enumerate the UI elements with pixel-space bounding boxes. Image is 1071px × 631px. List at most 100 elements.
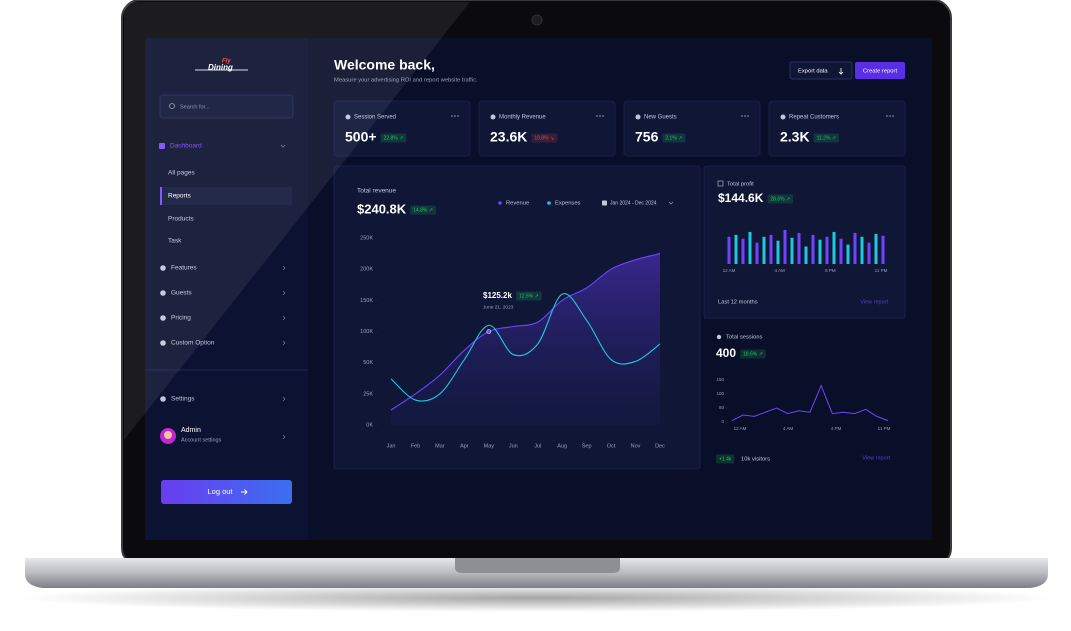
badge-text: 12.5% ↗: [519, 293, 539, 299]
nav-item[interactable]: Settings: [171, 396, 195, 403]
card: [768, 100, 906, 157]
nav-subitem[interactable]: All pages: [168, 170, 195, 177]
card-footer: 10k visitors: [741, 457, 770, 463]
x-tick-label: Dec: [655, 443, 665, 449]
nav-subitem[interactable]: Task: [168, 238, 182, 245]
more-dot: [886, 115, 888, 117]
page-subtitle: Measure your advertising ROI and report …: [334, 78, 478, 84]
x-tick-label: Apr: [460, 443, 469, 449]
bar: [881, 235, 885, 264]
area-fill: [391, 253, 660, 425]
stat-label: Monthly Revenue: [499, 115, 546, 121]
x-tick-label: 4 AM: [783, 426, 794, 431]
stat-value: 23.6K: [490, 129, 527, 145]
more-dot: [889, 115, 891, 117]
x-tick-label: Aug: [557, 443, 567, 449]
nav-icon: [160, 340, 166, 346]
create-button[interactable]: [855, 62, 905, 79]
date-range[interactable]: Jan 2024 - Dec 2024: [610, 200, 657, 206]
badge-text: 10.8% ↘: [534, 135, 554, 141]
export-label[interactable]: Export data: [798, 69, 828, 75]
more-dot: [454, 115, 456, 117]
bar: [727, 236, 731, 264]
calendar-icon: [602, 200, 607, 206]
nav-item[interactable]: Guests: [171, 290, 192, 297]
chart-icon: [717, 180, 724, 187]
stat-icon: [780, 114, 786, 120]
chevron: [282, 265, 286, 271]
bar: [762, 236, 766, 264]
bar: [734, 234, 738, 264]
logout-button[interactable]: [161, 480, 292, 504]
x-tick-label: Sep: [582, 443, 592, 449]
bar: [811, 234, 815, 264]
x-tick-label: 12 AM: [734, 426, 747, 431]
y-tick-label: 100K: [360, 329, 373, 335]
nav-item[interactable]: Features: [171, 265, 197, 272]
base-notch: [455, 558, 620, 573]
search-placeholder[interactable]: Search for...: [180, 104, 210, 110]
y-tick-label: 50: [719, 405, 725, 410]
more-dot: [451, 115, 453, 117]
tooltip-date: June 21, 2023: [483, 304, 514, 310]
card: [333, 100, 471, 157]
arrow-icon: [838, 68, 844, 75]
bar: [748, 231, 752, 264]
legend-label: Expenses: [555, 201, 581, 207]
bar: [846, 244, 850, 264]
badge: [767, 194, 794, 204]
bar: [790, 237, 794, 264]
bar: [818, 239, 822, 264]
chevron: [282, 340, 286, 346]
view-report-link[interactable]: View report: [860, 299, 888, 305]
bar: [874, 233, 878, 264]
date-picker[interactable]: [598, 197, 680, 209]
y-tick-label: 25K: [363, 391, 373, 397]
sidebar: [145, 38, 308, 540]
nav-item[interactable]: Dashboard: [170, 143, 202, 150]
chevron: [282, 396, 286, 402]
search-box[interactable]: [159, 94, 294, 119]
stat-value: 2.3K: [780, 129, 810, 145]
bar: [860, 236, 864, 264]
badge-text: 14.8% ↗: [413, 207, 433, 213]
more-dot: [892, 115, 894, 117]
y-tick-label: 200K: [360, 267, 373, 273]
badge-text: 22.8% ↗: [384, 135, 404, 141]
x-tick-label: 11 PM: [878, 426, 891, 431]
badge-text: 28.6% ↗: [770, 196, 790, 202]
stat-icon: [490, 114, 496, 120]
nav-subitem[interactable]: Reports: [168, 193, 192, 200]
nav-active-bg: [160, 187, 292, 205]
bar: [839, 238, 843, 264]
y-tick-label: 0K: [366, 422, 373, 428]
x-tick-label: 8 PM: [825, 268, 836, 273]
x-tick-label: Nov: [631, 443, 641, 449]
badge-text: 11.2% ↗: [817, 135, 836, 141]
x-tick-label: May: [484, 443, 495, 449]
bar: [776, 240, 780, 264]
badge-text: 2.1% ↗: [665, 135, 682, 141]
x-tick-label: Mar: [435, 443, 445, 449]
more-dot: [596, 115, 598, 117]
logout-label[interactable]: Log out: [207, 487, 233, 496]
stat-label: Repeat Customers: [789, 115, 839, 121]
camera: [531, 14, 543, 26]
nav-item[interactable]: Pricing: [171, 315, 191, 322]
badge: [531, 133, 558, 143]
export-button[interactable]: [789, 61, 853, 80]
legend-swatch: [498, 201, 502, 205]
x-tick-label: Jan: [387, 443, 396, 449]
nav-subitem[interactable]: Products: [168, 216, 194, 223]
chevron: [668, 201, 674, 205]
nav-item[interactable]: Custom Option: [171, 340, 215, 347]
legend-swatch: [547, 201, 551, 205]
highlight-point: [486, 329, 492, 334]
badge: [716, 454, 735, 464]
settings-icon: [160, 396, 166, 402]
nav-active-bar: [160, 187, 162, 205]
view-report-link[interactable]: View report: [862, 455, 890, 461]
create-label[interactable]: Create report: [863, 69, 898, 75]
x-tick-label: 11 PM: [875, 268, 888, 273]
